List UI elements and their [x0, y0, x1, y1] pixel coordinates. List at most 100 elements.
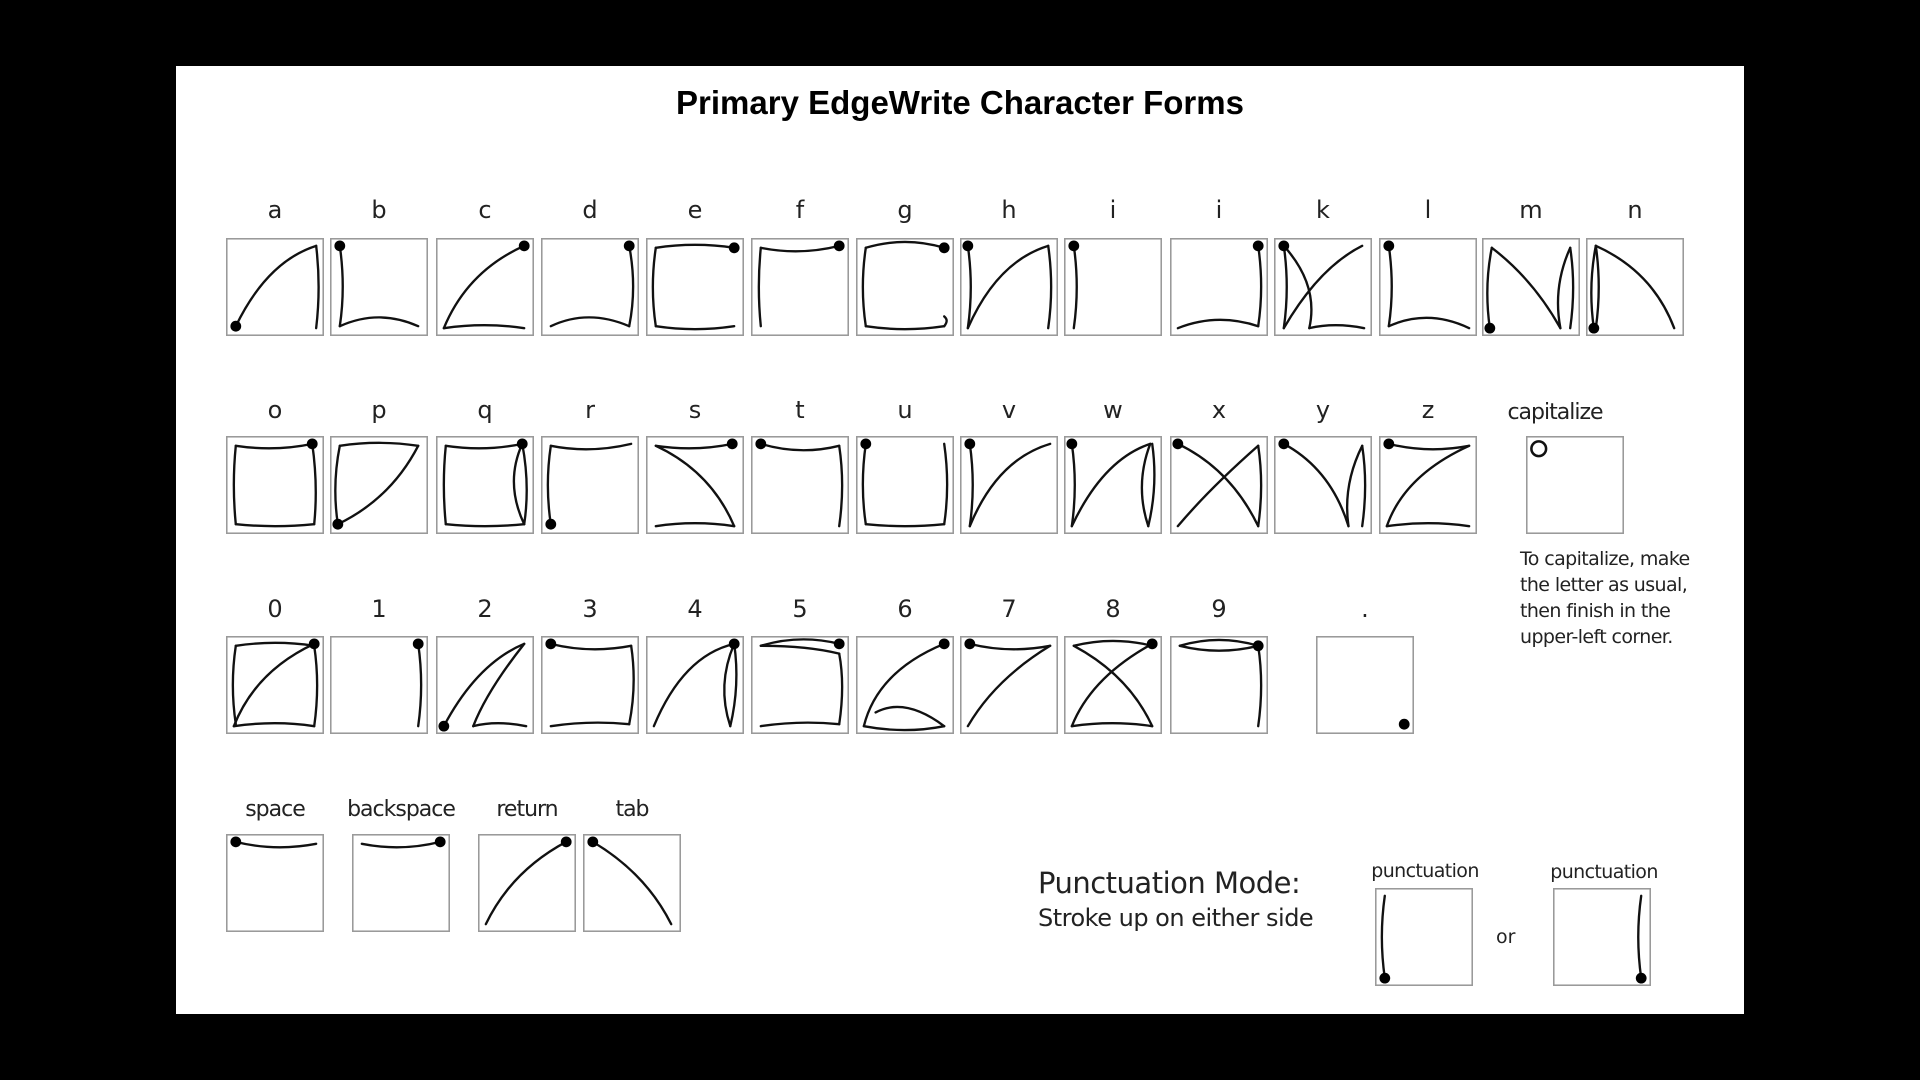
- stroke-segment: [1387, 316, 1471, 330]
- stroke-segment: [1637, 894, 1643, 980]
- stroke-segment: [512, 442, 526, 526]
- character-label: 0: [267, 595, 283, 623]
- stroke-segment: [1257, 644, 1263, 728]
- character-label: h: [1001, 196, 1017, 224]
- character-cell: [330, 436, 429, 535]
- control-label: backspace: [347, 797, 456, 822]
- start-dot: [230, 320, 242, 332]
- character-cell-glyph: [436, 436, 535, 535]
- stroke-segment: [1070, 442, 1152, 528]
- character-label: c: [478, 196, 492, 224]
- stroke-segment: [334, 444, 341, 526]
- character-cell: [1064, 238, 1163, 337]
- punctuation-mode-title: Punctuation Mode:: [1038, 866, 1301, 900]
- stroke-segment: [549, 721, 631, 728]
- stroke-segment: [968, 642, 1052, 651]
- start-dot: [560, 836, 572, 848]
- start-dot: [1278, 438, 1290, 450]
- character-cell-glyph: [330, 436, 429, 535]
- cell-frame: [226, 636, 325, 735]
- cell-frame: [646, 238, 745, 337]
- stroke-segment: [1070, 642, 1154, 728]
- stroke-segment: [1385, 522, 1471, 528]
- character-cell: [1586, 238, 1685, 337]
- character-cell: [960, 436, 1059, 535]
- stroke-segment: [314, 244, 320, 330]
- stroke-segment: [442, 642, 526, 728]
- stroke-segment: [484, 840, 568, 926]
- character-label: i: [1215, 196, 1223, 224]
- cell-frame: [856, 238, 955, 337]
- stroke-segment: [864, 240, 946, 249]
- character-cell-glyph: [541, 238, 640, 337]
- character-cell: [226, 636, 325, 735]
- stroke-segment: [444, 523, 526, 528]
- cell-frame: [1170, 636, 1269, 735]
- character-label: 6: [897, 595, 913, 623]
- stroke-segment: [1176, 444, 1260, 528]
- stroke-segment: [654, 243, 736, 249]
- start-dot: [545, 638, 557, 650]
- stroke-segment: [759, 638, 841, 647]
- character-cell: [1170, 636, 1269, 735]
- cell-frame: [1553, 888, 1652, 987]
- stroke-segment: [966, 244, 1050, 330]
- stroke-segment: [864, 523, 946, 528]
- character-cell: [646, 636, 745, 735]
- punctuation-mode-subtitle: Stroke up on either side: [1038, 904, 1314, 932]
- start-dot: [306, 438, 318, 450]
- start-dot: [1278, 240, 1290, 252]
- stroke-segment: [628, 644, 635, 726]
- stroke-segment: [1257, 444, 1263, 528]
- cell-frame: [226, 834, 325, 933]
- stroke-segment: [966, 644, 1052, 728]
- stroke-segment: [651, 246, 657, 328]
- stroke-segment: [654, 325, 736, 331]
- cell-frame: [478, 834, 577, 933]
- capitalize-note-line: then finish in the: [1520, 600, 1671, 622]
- stroke-segment: [234, 641, 316, 647]
- capitalize-label: capitalize: [1507, 400, 1603, 425]
- character-cell: [226, 436, 325, 535]
- stroke-segment: [1257, 244, 1263, 328]
- character-cell: [1482, 238, 1581, 337]
- character-cell: [751, 238, 850, 337]
- character-cell-glyph: [330, 636, 429, 735]
- stroke-segment: [442, 244, 526, 330]
- cell-frame: [856, 636, 955, 735]
- stroke-segment: [864, 325, 946, 331]
- character-label: 2: [477, 595, 493, 623]
- control-cell-glyph: [352, 834, 451, 933]
- start-dot: [833, 638, 845, 650]
- character-label: d: [582, 196, 598, 224]
- character-cell-glyph: [646, 238, 745, 337]
- cell-frame: [960, 436, 1059, 535]
- character-label: x: [1211, 396, 1227, 424]
- stroke-segment: [338, 244, 344, 328]
- cell-frame: [1064, 238, 1163, 337]
- cell-frame: [1064, 636, 1163, 735]
- start-dot: [1635, 972, 1647, 984]
- stroke-segment: [1361, 444, 1367, 528]
- character-label: e: [687, 196, 703, 224]
- start-dot: [1252, 240, 1264, 252]
- start-dot: [938, 638, 950, 650]
- character-label: i: [1109, 196, 1117, 224]
- start-dot: [1484, 322, 1496, 334]
- stroke-segment: [759, 442, 841, 452]
- start-dot: [1172, 438, 1184, 450]
- stroke-segment: [966, 244, 972, 330]
- stroke-segment: [591, 840, 673, 926]
- cell-frame: [1379, 238, 1478, 337]
- start-dot: [623, 240, 635, 252]
- stroke-segment: [1282, 244, 1288, 330]
- start-circle: [1530, 440, 1548, 458]
- control-cell: [583, 834, 682, 933]
- character-cell-glyph: [856, 436, 955, 535]
- character-label: m: [1519, 196, 1543, 224]
- punctuation-right-cell: [1553, 888, 1652, 987]
- stroke-segment: [654, 442, 734, 450]
- character-cell: [1170, 436, 1269, 535]
- start-dot: [334, 240, 346, 252]
- character-label: q: [477, 396, 493, 424]
